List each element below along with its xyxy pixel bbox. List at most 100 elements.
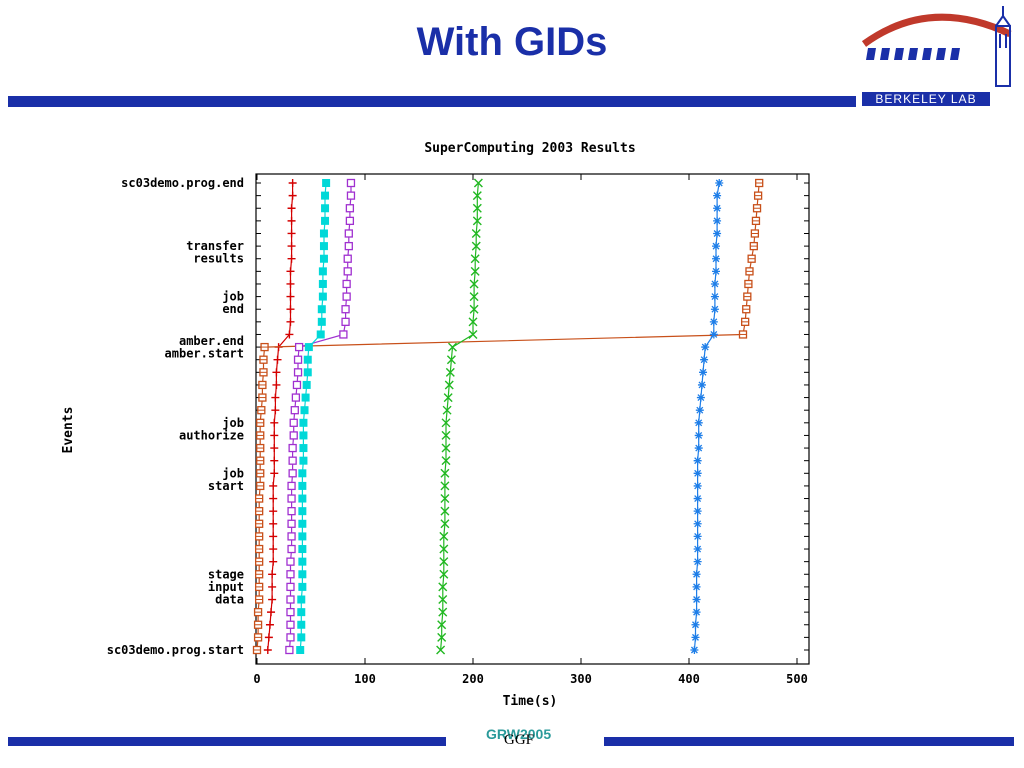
data-point <box>472 191 482 201</box>
series-4 <box>436 178 483 655</box>
data-point <box>710 305 719 314</box>
data-point <box>446 355 456 365</box>
data-point <box>437 620 447 630</box>
data-point <box>300 406 309 415</box>
data-point <box>297 595 306 604</box>
y-tick-label: amber.end <box>179 334 244 348</box>
data-point <box>346 178 356 188</box>
data-point <box>715 179 724 187</box>
y-tick-label: authorize <box>179 428 244 442</box>
data-point <box>441 443 451 453</box>
data-point <box>265 620 274 629</box>
y-tick-label: sc03demo.prog.end <box>121 176 244 190</box>
data-point <box>270 418 279 427</box>
data-point <box>317 305 326 314</box>
data-point <box>298 570 307 579</box>
data-point <box>442 405 452 415</box>
data-point <box>343 267 352 276</box>
footer-org-label: GGF <box>504 732 535 748</box>
series-line <box>440 182 479 651</box>
data-point <box>693 545 702 554</box>
data-point <box>298 481 307 490</box>
x-tick-label: 200 <box>462 672 484 686</box>
data-point <box>709 317 718 326</box>
footer-event-label: GRW2005 <box>486 726 552 742</box>
data-point <box>342 279 351 289</box>
data-point <box>436 645 446 655</box>
data-point <box>303 355 312 364</box>
data-point <box>439 531 449 541</box>
data-point <box>691 620 700 629</box>
data-point <box>286 305 295 314</box>
data-point <box>694 418 703 427</box>
data-point <box>440 494 450 504</box>
footer-bar-left <box>8 737 446 746</box>
data-point <box>694 431 703 440</box>
slide-title: With GIDs <box>416 20 608 64</box>
data-point <box>440 481 450 491</box>
data-point <box>270 456 279 465</box>
data-point <box>438 582 448 592</box>
data-point <box>267 608 276 617</box>
plot-frame <box>255 173 810 665</box>
data-point <box>269 532 278 541</box>
data-point <box>297 608 306 617</box>
data-point <box>270 444 279 453</box>
data-point <box>438 607 448 617</box>
data-point <box>290 406 299 415</box>
data-point <box>271 393 280 402</box>
data-point <box>693 507 702 516</box>
data-point <box>445 367 455 377</box>
y-tick-label: transfer <box>186 239 244 253</box>
data-point <box>289 418 298 427</box>
data-point <box>286 267 295 276</box>
data-point <box>345 216 355 226</box>
data-point <box>273 355 282 364</box>
data-point <box>319 242 328 251</box>
data-point <box>303 368 312 377</box>
data-point <box>287 507 296 516</box>
logo-windows-icon <box>866 48 960 60</box>
data-point <box>437 632 447 642</box>
data-point <box>298 469 307 478</box>
axes-layer: 0 100 200 300 400 500 sc03demo.prog.start stage… <box>107 174 809 686</box>
data-point <box>268 570 277 579</box>
data-point <box>690 646 699 654</box>
logo-text: BERKELEY LAB <box>875 92 976 106</box>
data-point <box>440 519 450 529</box>
data-point <box>712 254 720 263</box>
data-point <box>271 406 280 415</box>
data-point <box>469 292 479 302</box>
data-point <box>696 393 705 402</box>
data-point <box>286 607 295 617</box>
data-point <box>693 469 702 478</box>
data-point <box>299 444 308 453</box>
data-point <box>322 179 331 187</box>
data-point <box>286 292 295 301</box>
data-point <box>301 393 310 402</box>
series-layer <box>252 178 764 655</box>
y-tick-label: start <box>208 479 244 493</box>
y-tick-label: sc03demo.prog.start <box>107 643 244 657</box>
series-5 <box>690 179 724 654</box>
data-point <box>287 532 296 541</box>
data-point <box>287 481 296 491</box>
data-point <box>343 254 352 263</box>
data-point <box>468 329 478 339</box>
y-tick-label: stage <box>208 567 244 581</box>
series-1 <box>252 178 764 655</box>
data-point <box>297 620 306 629</box>
data-point <box>317 317 326 326</box>
data-point <box>287 494 296 503</box>
data-point <box>319 229 328 238</box>
series-line <box>288 183 352 651</box>
data-point <box>439 569 449 579</box>
y-tick-label: results <box>193 252 244 266</box>
data-point <box>709 330 718 339</box>
data-point <box>441 456 451 466</box>
data-point <box>345 204 355 213</box>
data-point <box>286 279 295 288</box>
logo-tower-icon <box>995 6 1011 87</box>
data-point <box>713 229 722 238</box>
data-point <box>712 242 720 251</box>
